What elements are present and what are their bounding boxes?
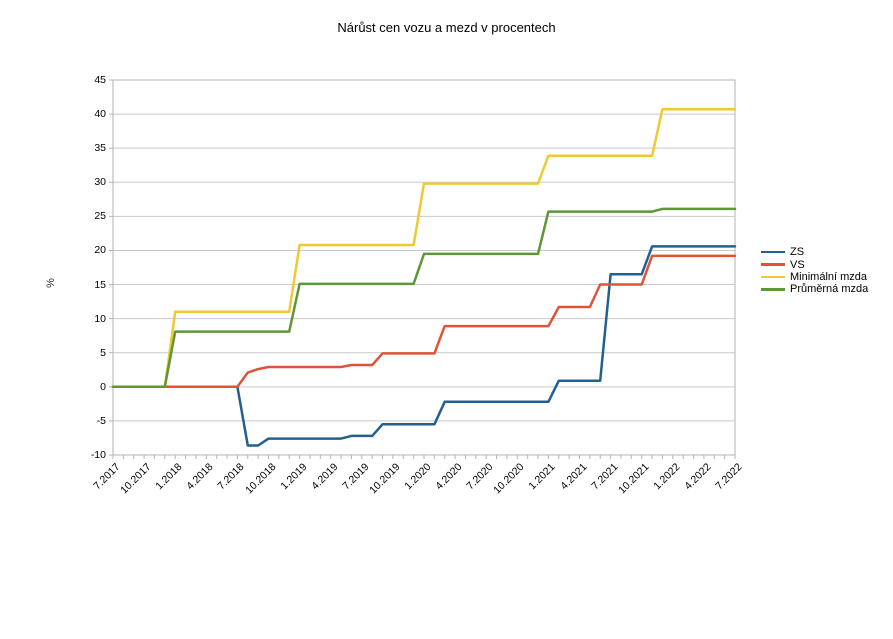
y-tick-label: 20 xyxy=(94,244,106,257)
y-tick-label: 10 xyxy=(94,312,106,325)
legend-item: Průměrná mzda xyxy=(761,283,868,295)
series-line-minim-ln-mzda xyxy=(111,108,737,389)
y-tick-label: 35 xyxy=(94,142,106,155)
legend-line-marker xyxy=(761,250,785,254)
y-tick-label: 0 xyxy=(100,380,106,393)
legend-label: Minimální mzda xyxy=(790,270,868,283)
legend-line-marker xyxy=(761,275,785,279)
plot-frame xyxy=(112,79,736,456)
y-tick-label: -10 xyxy=(90,449,106,461)
legend-line-marker xyxy=(761,263,785,266)
legend-item: ZS xyxy=(761,246,868,258)
legend-label: Průměrná mzda xyxy=(790,283,869,296)
series-line-vs xyxy=(111,254,737,389)
legend-item: Minimální mzda xyxy=(761,271,868,283)
series-line-zs xyxy=(111,245,737,447)
y-tick-label: -5 xyxy=(96,414,106,427)
y-tick-label: 40 xyxy=(94,108,106,121)
series-line-pr-m-rn-mzda xyxy=(111,207,737,389)
legend-label: VS xyxy=(790,258,805,271)
y-tick-label: 45 xyxy=(94,74,106,86)
legend: ZS VS Minimální mzda Průměrná mzda xyxy=(761,246,868,296)
y-tick-label: 25 xyxy=(94,210,106,223)
legend-item: VS xyxy=(761,258,868,271)
legend-line-marker xyxy=(761,288,785,291)
y-tick-label: 15 xyxy=(94,278,106,291)
y-tick-label: 5 xyxy=(100,346,106,359)
y-tick-label: 30 xyxy=(94,176,106,189)
chart-title: Nárůst cen vozu a mezd v procentech xyxy=(337,20,556,35)
legend-label: ZS xyxy=(790,246,805,259)
